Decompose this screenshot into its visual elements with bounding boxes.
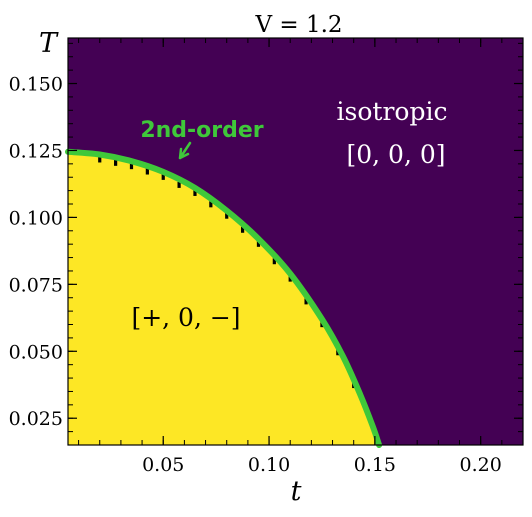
step-mark (256, 240, 261, 247)
step-mark (240, 226, 245, 233)
y-axis-ticks: 0.025 0.050 0.075 0.100 0.125 0.150 (9, 74, 523, 430)
step-mark (177, 181, 181, 188)
plot-frame (67, 37, 524, 446)
step-mark (114, 159, 118, 166)
y-tick-label: 0.075 (9, 274, 63, 296)
ordered-phase-region (68, 151, 380, 445)
y-axis-minor-ticks (68, 42, 523, 433)
y-axis-label: T (39, 28, 59, 59)
y-tick-label: 0.100 (9, 207, 63, 229)
x-axis-minor-ticks (78, 38, 503, 445)
step-mark (225, 212, 229, 219)
y-tick-label: 0.050 (9, 341, 63, 363)
step-mark (98, 156, 102, 163)
plot-area (65, 38, 523, 448)
x-tick-label: 0.05 (142, 454, 184, 476)
step-mark (193, 189, 197, 196)
isotropic-phase-label: isotropic (337, 97, 448, 126)
chart-title: V = 1.2 (254, 12, 342, 38)
transition-line-label: 2nd-order (140, 118, 263, 143)
isotropic-order-parameter: [0, 0, 0] (346, 140, 445, 169)
step-mark (304, 298, 308, 305)
step-mark (129, 163, 134, 170)
step-mark (161, 173, 165, 180)
step-mark (209, 201, 213, 208)
step-mark (145, 168, 149, 175)
x-axis-label: t (291, 476, 302, 507)
y-tick-label: 0.125 (9, 140, 63, 162)
transition-label-arrow (178, 141, 192, 160)
second-order-transition-line (65, 148, 383, 448)
step-mark (288, 275, 292, 282)
x-tick-label: 0.15 (354, 454, 396, 476)
ordered-phase-order-parameter: [+, 0, −] (131, 303, 240, 332)
x-tick-label: 0.10 (248, 454, 290, 476)
y-tick-label: 0.150 (9, 74, 63, 96)
x-tick-label: 0.20 (460, 454, 502, 476)
step-mark (272, 258, 276, 265)
y-tick-label: 0.025 (9, 408, 63, 430)
